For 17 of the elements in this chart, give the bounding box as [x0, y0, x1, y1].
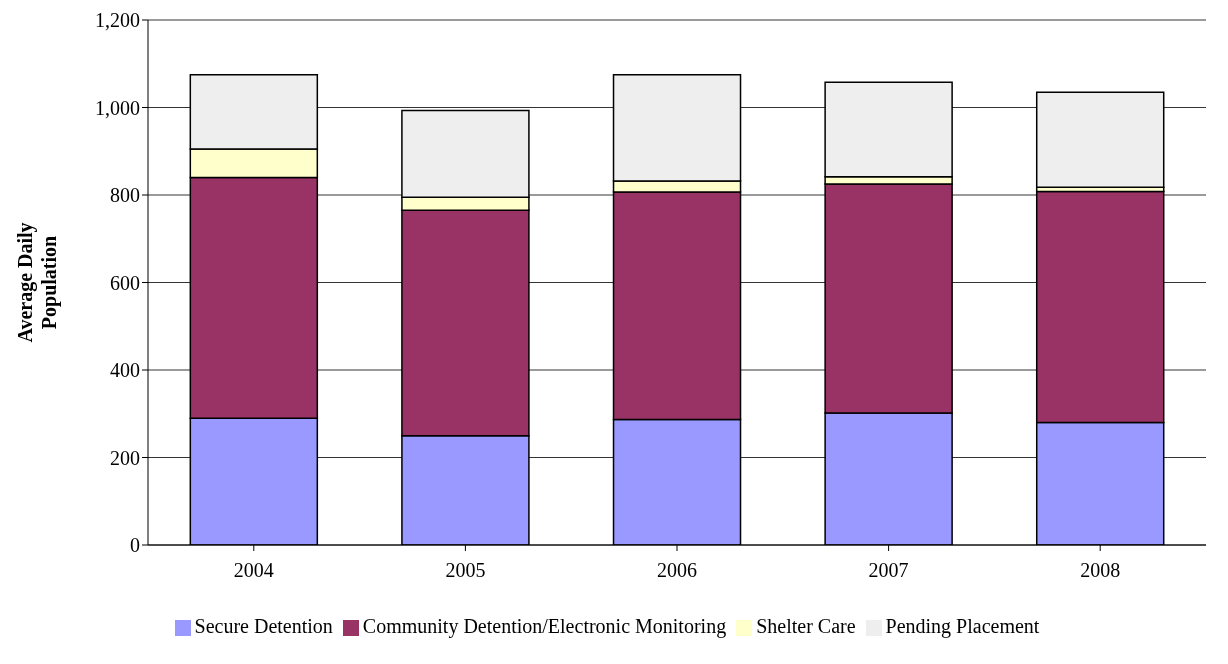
- x-tick-label: 2006: [657, 559, 697, 582]
- legend-label: Pending Placement: [885, 615, 1040, 637]
- legend-label: Secure Detention: [194, 615, 333, 637]
- y-axis-title: Average Daily Population: [14, 222, 61, 343]
- y-tick-label: 800: [110, 184, 140, 207]
- y-tick-label: 400: [110, 359, 140, 382]
- legend-label: Shelter Care: [756, 615, 856, 637]
- y-tick-label: 200: [110, 446, 140, 469]
- x-tick-label: 2007: [868, 559, 909, 582]
- y-tick-label: 1,200: [95, 9, 140, 32]
- y-tick-label: 0: [130, 534, 140, 557]
- y-tick-label: 600: [110, 271, 140, 294]
- y-tick-label: 1,000: [95, 96, 140, 119]
- x-tick-label: 2008: [1080, 559, 1121, 582]
- x-tick-label: 2004: [233, 559, 274, 582]
- legend-label: Community Detention/Electronic Monitoring: [362, 615, 727, 637]
- x-tick-label: 2005: [445, 559, 486, 582]
